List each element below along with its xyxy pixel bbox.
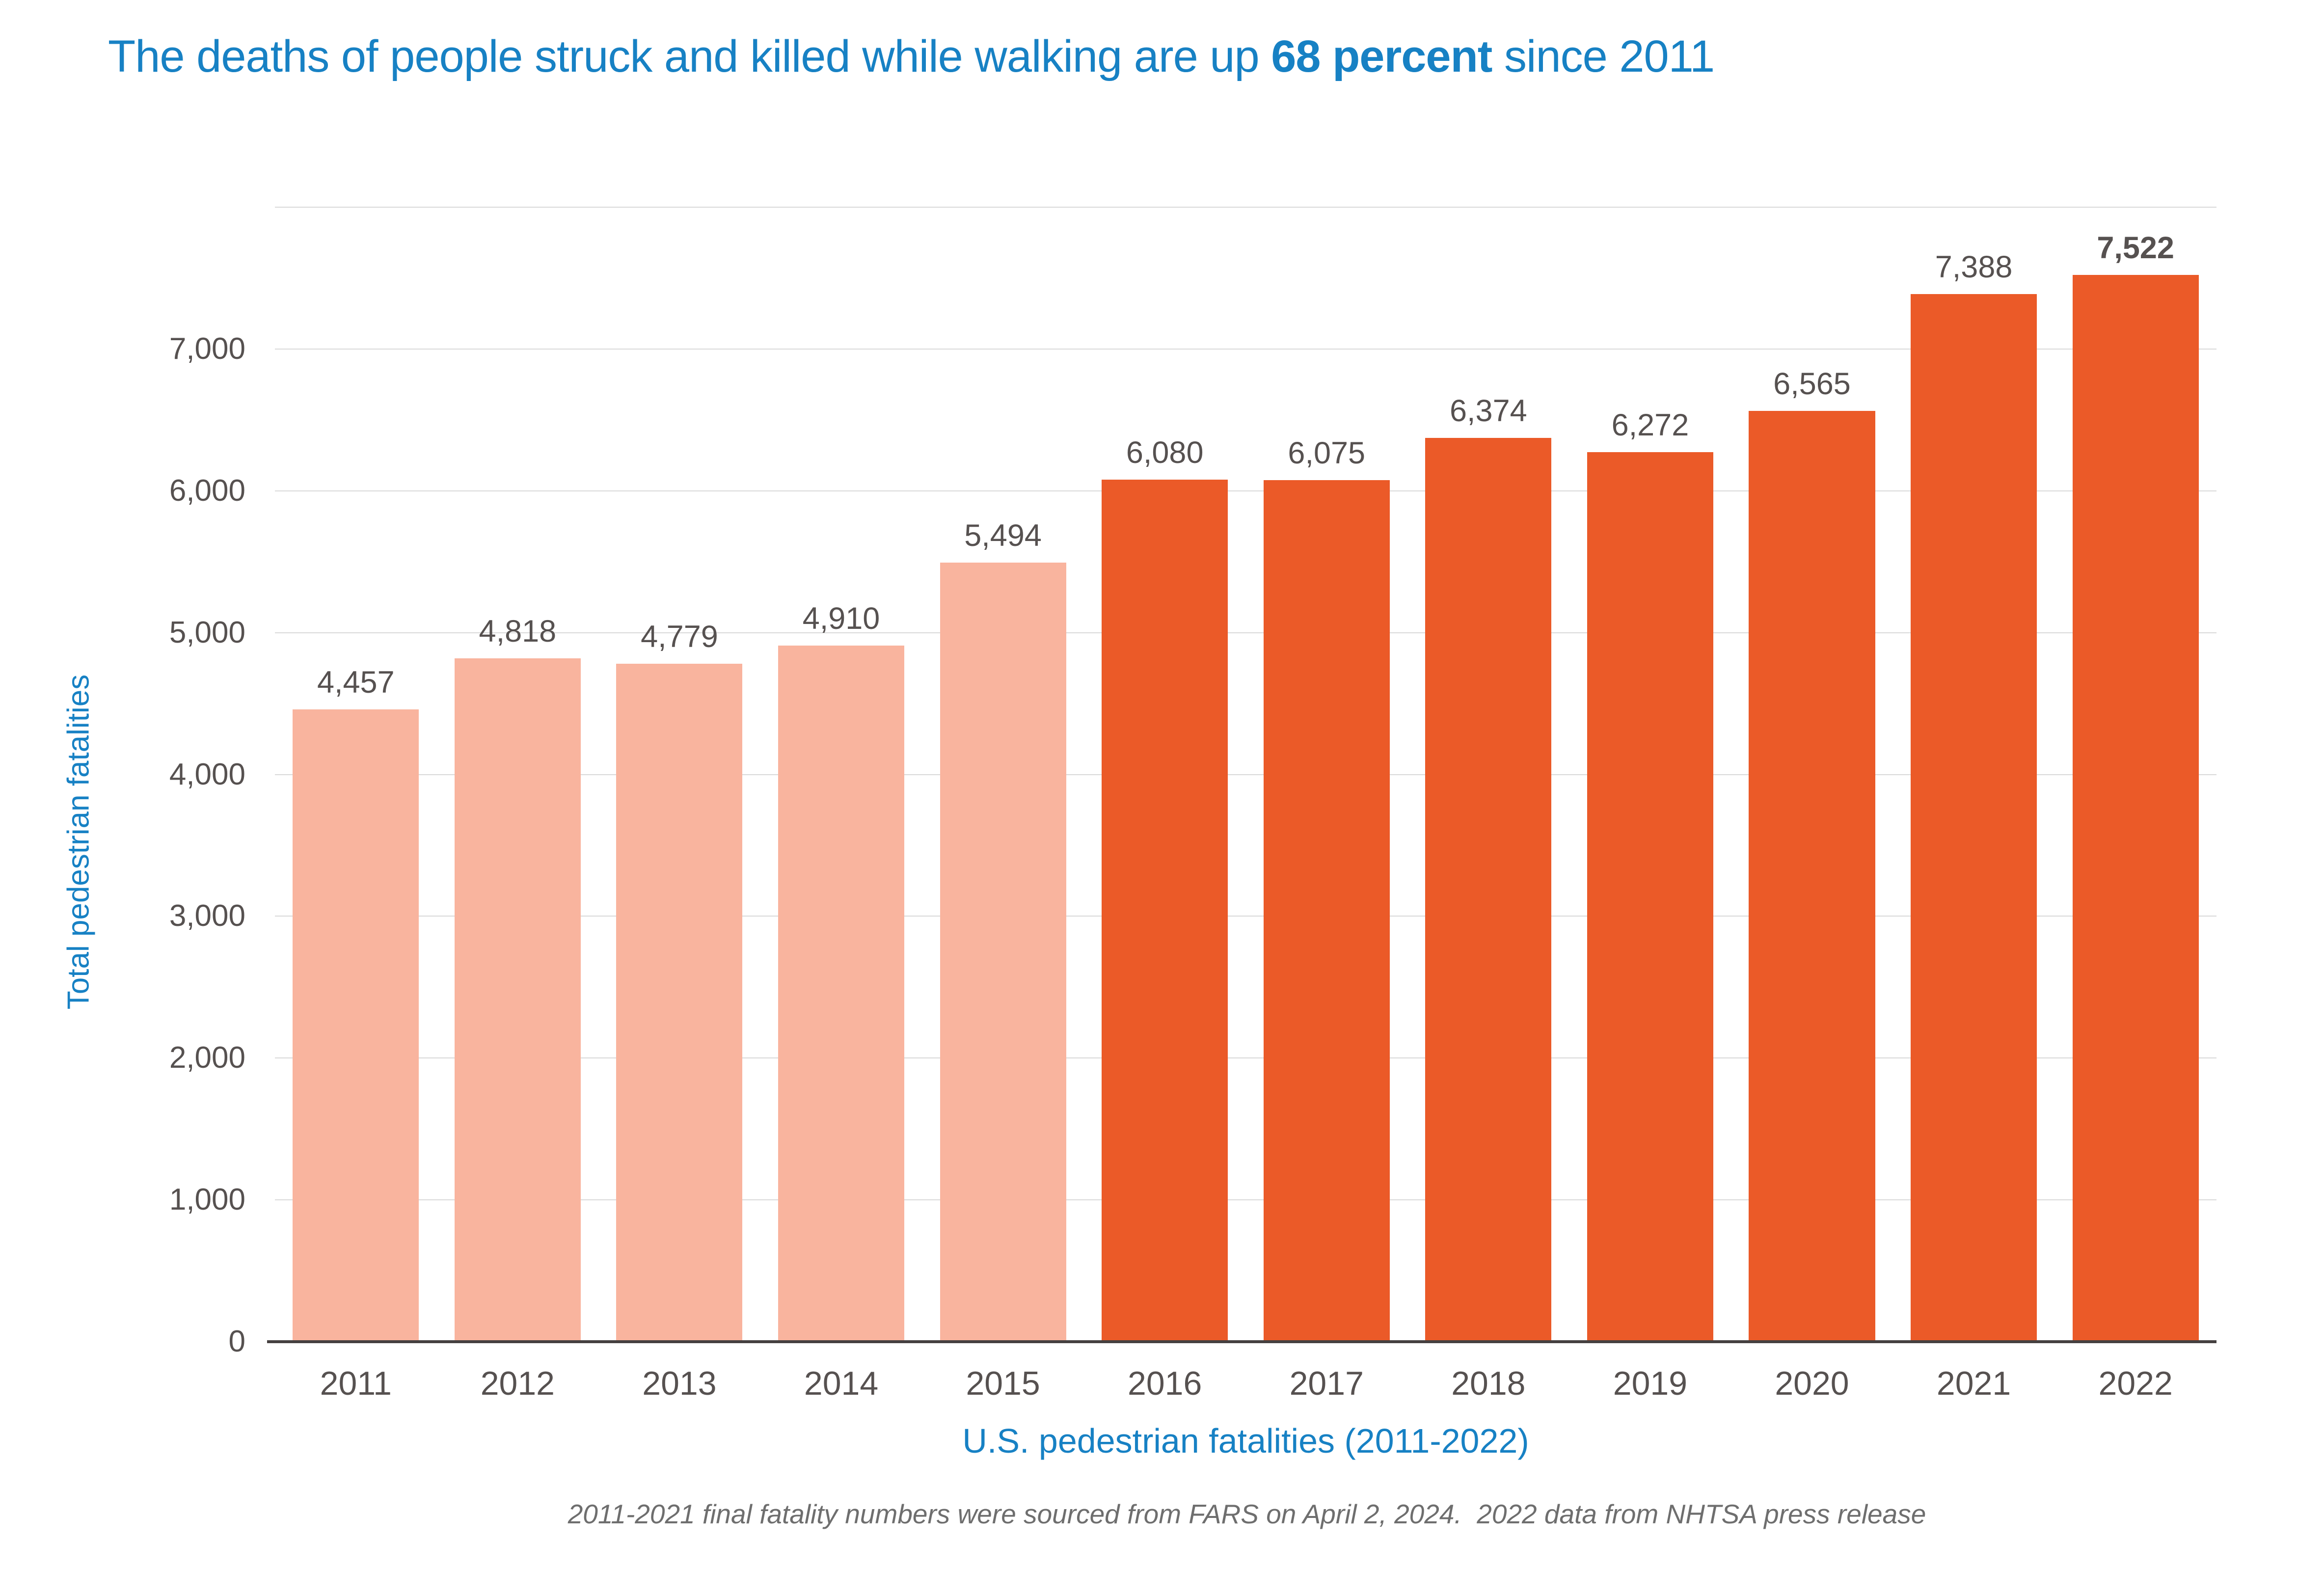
value-label-2019: 6,272 (1611, 408, 1689, 443)
bar-column-2015: 5,494 2015 (922, 207, 1084, 1402)
value-label-2015: 5,494 (964, 518, 1042, 553)
value-label-2013: 4,779 (641, 620, 718, 654)
x-axis-baseline (267, 1340, 2216, 1343)
bar-2018 (1425, 437, 1552, 1342)
bar-column-2017: 6,075 2017 (1245, 207, 1407, 1402)
gridline-8000 (275, 207, 2216, 208)
bar-2022 (2072, 275, 2199, 1342)
chart-title-suffix: since 2011 (1492, 31, 1715, 81)
bar-column-2016: 6,080 2016 (1084, 207, 1246, 1402)
gridline-4000 (275, 774, 2216, 775)
gridline-3000 (275, 916, 2216, 917)
x-tick-label-2020: 2020 (1775, 1365, 1849, 1402)
bar-2019 (1587, 452, 1713, 1342)
x-tick-label-2022: 2022 (2098, 1365, 2173, 1402)
value-label-2022: 7,522 (2097, 231, 2174, 266)
chart-title: The deaths of people struck and killed w… (108, 28, 2258, 85)
y-tick-label-6000: 6,000 (169, 473, 245, 508)
footnote: 2011-2021 final fatality numbers were so… (567, 1499, 1926, 1529)
value-label-2020: 6,565 (1773, 366, 1851, 401)
bar-column-2019: 6,272 2019 (1569, 207, 1731, 1402)
bar-column-2012: 4,818 2012 (437, 207, 599, 1402)
value-label-2021: 7,388 (1935, 249, 2013, 284)
x-tick-label-2011: 2011 (320, 1365, 392, 1402)
bar-2013 (616, 664, 743, 1342)
x-tick-label-2012: 2012 (480, 1365, 555, 1402)
bar-2021 (1911, 294, 2037, 1342)
bar-2014 (778, 645, 905, 1342)
x-tick-label-2021: 2021 (1936, 1365, 2011, 1402)
bar-column-2021: 7,388 2021 (1893, 207, 2055, 1402)
x-tick-label-2017: 2017 (1289, 1365, 1364, 1402)
bars-layer: 4,457 2011 4,818 2012 4,779 2013 4,910 2014 5,49… (275, 207, 2216, 1402)
x-axis-title: U.S. pedestrian fatalities (2011-2022) (962, 1422, 1529, 1460)
value-label-2014: 4,910 (802, 601, 880, 636)
gridline-6000 (275, 490, 2216, 491)
gridline-1000 (275, 1199, 2216, 1201)
y-tick-label-4000: 4,000 (169, 757, 245, 791)
y-tick-label-0: 0 (228, 1325, 245, 1358)
value-label-2017: 6,075 (1288, 436, 1366, 471)
bar-column-2018: 6,374 2018 (1407, 207, 1569, 1402)
y-tick-label-1000: 1,000 (169, 1183, 245, 1217)
bar-column-2022: 7,522 2022 (2054, 207, 2216, 1402)
bar-2015 (940, 562, 1066, 1342)
bar-column-2014: 4,910 2014 (760, 207, 922, 1402)
x-tick-label-2019: 2019 (1613, 1365, 1688, 1402)
x-tick-label-2015: 2015 (966, 1365, 1040, 1402)
x-tick-label-2016: 2016 (1128, 1365, 1202, 1402)
gridline-5000 (275, 632, 2216, 633)
value-label-2011: 4,457 (317, 665, 395, 700)
gridline-7000 (275, 348, 2216, 350)
y-tick-label-2000: 2,000 (169, 1041, 245, 1075)
value-label-2018: 6,374 (1450, 393, 1527, 428)
bar-2017 (1263, 480, 1390, 1342)
bar-2012 (454, 658, 581, 1342)
plot-area: 4,457 2011 4,818 2012 4,779 2013 4,910 2014 5,49… (169, 207, 2216, 1402)
x-tick-label-2014: 2014 (804, 1365, 879, 1402)
bar-2016 (1102, 479, 1228, 1342)
value-label-2016: 6,080 (1126, 435, 1204, 470)
x-tick-label-2013: 2013 (642, 1365, 717, 1402)
chart-title-emphasis: 68 percent (1271, 31, 1492, 81)
y-tick-label-5000: 5,000 (169, 615, 245, 649)
bar-column-2020: 6,565 2020 (1731, 207, 1893, 1402)
chart-title-prefix: The deaths of people struck and killed w… (108, 31, 1271, 81)
y-axis-title: Total pedestrian fatalities (61, 674, 96, 1010)
bar-column-2011: 4,457 2011 (275, 207, 437, 1402)
bar-2011 (293, 709, 419, 1342)
value-label-2012: 4,818 (479, 614, 557, 649)
y-tick-label-7000: 7,000 (169, 331, 245, 366)
gridline-2000 (275, 1057, 2216, 1059)
y-tick-label-3000: 3,000 (169, 899, 245, 933)
bar-2020 (1749, 410, 1875, 1342)
bar-column-2013: 4,779 2013 (598, 207, 760, 1402)
x-tick-label-2018: 2018 (1451, 1365, 1526, 1402)
